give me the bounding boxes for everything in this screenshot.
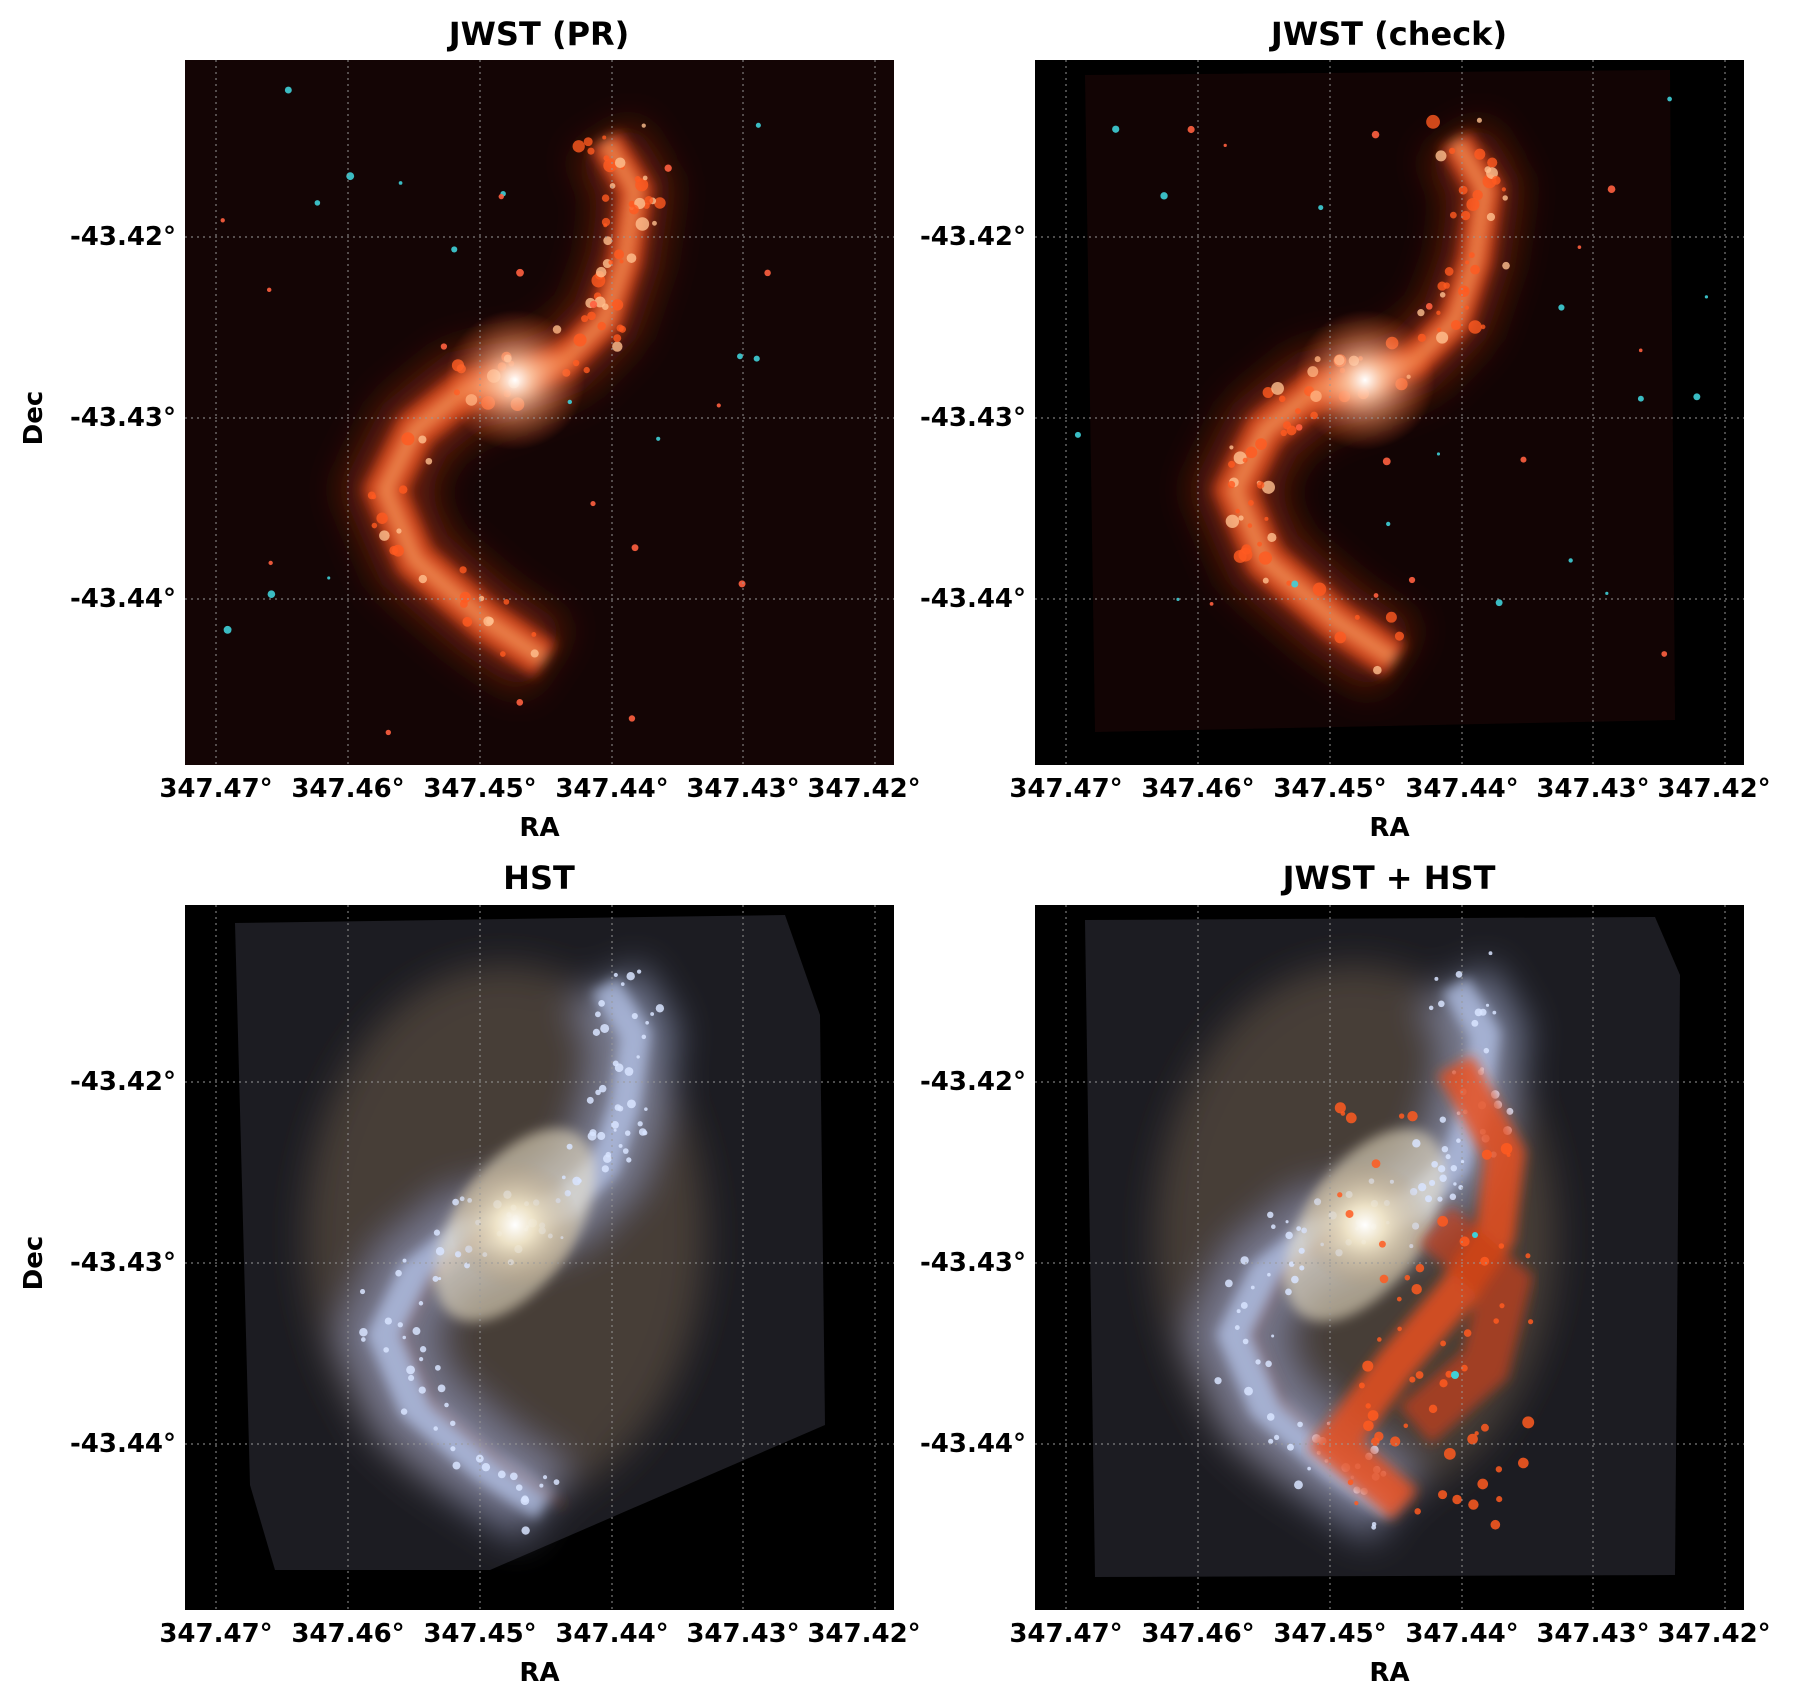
x-tick-label: 347.44° — [1405, 774, 1519, 804]
y-tick-label: -43.44° — [69, 1429, 176, 1459]
panel-title-jwst-pr: JWST (PR) — [448, 15, 630, 53]
y-tick-label: -43.43° — [919, 1248, 1026, 1278]
y-tick-label: -43.42° — [69, 1067, 176, 1097]
x-tick-label: 347.45° — [423, 1619, 537, 1649]
y-tick-label: -43.44° — [919, 584, 1026, 614]
x-tick-label: 347.46° — [1141, 774, 1255, 804]
x-axis-label: RA — [519, 1658, 560, 1688]
y-axis-label: Dec — [19, 390, 49, 446]
x-tick-label: 347.42° — [1657, 774, 1771, 804]
y-tick-label: -43.44° — [69, 584, 176, 614]
image-jwst-pr — [185, 60, 894, 765]
image-jwst-plus-hst — [1035, 905, 1744, 1610]
x-tick-label: 347.42° — [807, 1619, 921, 1649]
x-tick-label: 347.47° — [1009, 774, 1123, 804]
x-tick-label: 347.43° — [1536, 1619, 1650, 1649]
x-axis-label: RA — [1369, 1658, 1410, 1688]
panel-title-hst: HST — [503, 859, 575, 897]
x-tick-label: 347.45° — [1273, 1619, 1387, 1649]
x-tick-label: 347.44° — [1405, 1619, 1519, 1649]
x-tick-label: 347.43° — [686, 1619, 800, 1649]
x-tick-label: 347.47° — [159, 774, 273, 804]
x-axis-label: RA — [519, 813, 560, 843]
x-tick-label: 347.44° — [555, 1619, 669, 1649]
image-hst — [185, 905, 894, 1610]
x-tick-label: 347.43° — [686, 774, 800, 804]
x-tick-label: 347.47° — [1009, 1619, 1123, 1649]
x-tick-label: 347.47° — [159, 1619, 273, 1649]
y-tick-label: -43.44° — [919, 1429, 1026, 1459]
x-tick-label: 347.42° — [807, 774, 921, 804]
x-tick-label: 347.46° — [291, 1619, 405, 1649]
y-tick-label: -43.43° — [919, 403, 1026, 433]
y-axis-label: Dec — [19, 1235, 49, 1291]
x-tick-label: 347.43° — [1536, 774, 1650, 804]
y-tick-label: -43.42° — [919, 222, 1026, 252]
x-tick-label: 347.46° — [1141, 1619, 1255, 1649]
panel-title-jwst-hst: JWST + HST — [1282, 859, 1496, 897]
x-tick-label: 347.44° — [555, 774, 669, 804]
x-tick-label: 347.45° — [423, 774, 537, 804]
y-tick-label: -43.43° — [69, 1248, 176, 1278]
image-jwst-check — [1035, 60, 1744, 765]
y-tick-label: -43.43° — [69, 403, 176, 433]
panel-title-jwst-check: JWST (check) — [1270, 15, 1508, 53]
y-tick-label: -43.42° — [919, 1067, 1026, 1097]
x-tick-label: 347.45° — [1273, 774, 1387, 804]
x-tick-label: 347.46° — [291, 774, 405, 804]
x-tick-label: 347.42° — [1657, 1619, 1771, 1649]
y-tick-label: -43.42° — [69, 222, 176, 252]
x-axis-label: RA — [1369, 813, 1410, 843]
